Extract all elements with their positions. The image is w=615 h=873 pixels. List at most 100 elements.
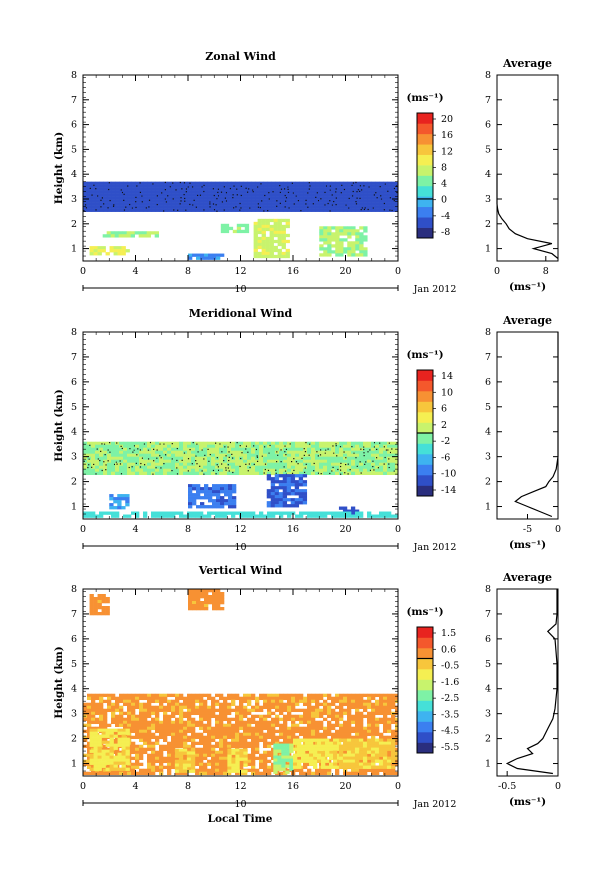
y-tick-label: 7 [71,352,77,363]
colorbar-label: 20 [441,114,453,125]
date-label: Jan 2012 [413,542,457,553]
colorbar-swatch [417,648,433,659]
y-axis-label: Height (km) [53,389,65,461]
colorbar-swatch [417,401,433,413]
y-tick-label: 8 [71,327,77,338]
colorbar-swatch [417,175,433,187]
colorbar-label: 4 [441,179,447,190]
profile-y-tick: 4 [485,169,491,180]
colorbar-label: 1.5 [441,628,456,639]
colorbar-label: 0.6 [441,644,456,655]
colorbar-label: 10 [441,387,453,398]
profile-y-tick: 5 [485,659,491,670]
profile-y-tick: 6 [485,120,491,131]
profile-frame [496,588,559,777]
y-tick-label: 6 [71,377,77,388]
profile-y-tick: 7 [485,609,491,620]
day-label: 10 [234,542,246,553]
y-tick-label: 4 [71,684,77,695]
y-axis-label: Height (km) [53,132,65,204]
profile-y-tick: 8 [485,584,491,595]
profile-frame [496,74,559,262]
colorbar-swatch [417,742,433,754]
colorbar-label: -2.5 [441,693,459,704]
colorbar-swatch [417,443,433,455]
colorbar-label: -8 [441,227,450,238]
profile-title: Average [502,571,552,584]
y-tick-label: 5 [71,659,77,670]
colorbar-swatch [417,475,433,486]
colorbar-swatch [417,454,433,465]
colorbar-label: -5.5 [441,742,459,753]
colorbar-swatch [417,433,433,444]
y-tick-label: 3 [71,452,77,463]
colorbar-swatch [417,700,433,712]
colorbar-swatch [417,669,433,680]
profile-x-tick: 0 [494,266,500,277]
profile-y-tick: 2 [485,734,491,745]
profile-x-tick: -0.5 [498,781,516,792]
profile-title: Average [502,57,552,70]
colorbar-swatch [417,412,433,423]
y-axis-label: Height (km) [53,646,65,718]
x-tick-label: 4 [132,266,138,277]
profile-title: Average [502,314,552,327]
heatmap-cells [83,589,398,776]
x-tick-label: 8 [185,266,191,277]
x-tick-label: 16 [287,524,299,535]
colorbar-label: -2 [441,436,450,447]
profile-y-tick: 4 [485,427,491,438]
x-tick-label: 16 [287,781,299,792]
x-tick-label: 12 [234,524,246,535]
x-tick-label: 4 [132,781,138,792]
x-tick-label: 16 [287,266,299,277]
colorbar-units: (ms⁻¹) [406,349,443,361]
colorbar-swatch [417,679,433,691]
colorbar-swatch [417,721,433,733]
x-tick-label: 20 [339,781,351,792]
profile-x-tick: -5 [523,524,532,535]
x-tick-label: 4 [132,524,138,535]
profile-y-tick: 3 [485,709,491,720]
profile-y-tick: 1 [485,759,491,770]
profile-y-tick: 5 [485,402,491,413]
colorbar-frame [416,626,434,754]
x-tick-label: 8 [185,524,191,535]
y-tick-label: 6 [71,120,77,131]
x-tick-label: 0 [80,266,86,277]
colorbar-label: -0.5 [441,661,459,672]
y-tick-label: 7 [71,95,77,106]
y-tick-label: 8 [71,70,77,81]
profile-xlabel: (ms⁻¹) [509,796,546,808]
colorbar-label: 8 [441,162,447,173]
colorbar-swatch [417,370,433,381]
profile-xlabel: (ms⁻¹) [509,281,546,293]
y-tick-label: 2 [71,477,77,488]
heatmap-cells [83,181,398,260]
colorbar-swatch [417,380,433,392]
colorbar-swatch [417,133,433,145]
colorbar-label: 14 [441,371,453,382]
y-tick-label: 1 [71,244,77,255]
colorbar-swatch [417,154,433,166]
profile-y-tick: 4 [485,684,491,695]
colorbar-label: -1.6 [441,677,459,688]
colorbar-label: -10 [441,469,456,480]
chart-title: Vertical Wind [198,564,283,577]
profile-y-tick: 2 [485,219,491,230]
colorbar-label: 2 [441,420,447,431]
x-tick-label: 0 [395,524,401,535]
profile-y-tick: 7 [485,352,491,363]
colorbar-swatch [417,711,433,722]
colorbar-swatch [417,123,433,135]
profile-xlabel: (ms⁻¹) [509,539,546,551]
profile-y-tick: 6 [485,634,491,645]
y-tick-label: 5 [71,144,77,155]
profile-y-tick: 3 [485,452,491,463]
plot-frame [82,331,399,520]
chart-title: Zonal Wind [205,50,276,63]
colorbar-swatch [417,144,433,155]
colorbar-label: -6 [441,452,450,463]
